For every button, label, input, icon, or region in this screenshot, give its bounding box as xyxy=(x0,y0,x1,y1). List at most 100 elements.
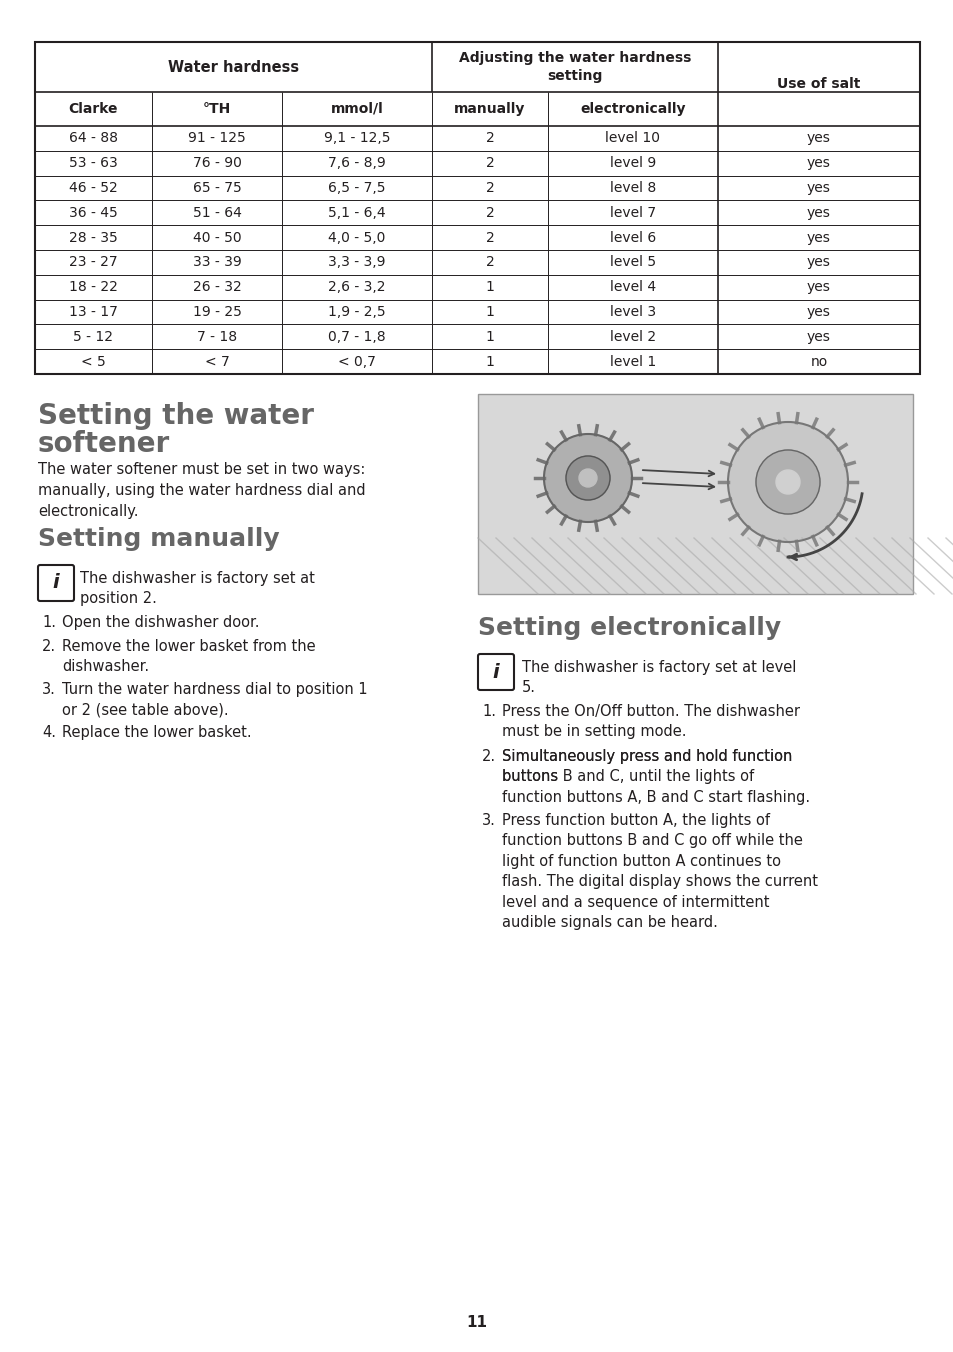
Text: 3.: 3. xyxy=(481,813,496,827)
Text: 2: 2 xyxy=(485,157,494,170)
Text: < 5: < 5 xyxy=(81,354,106,369)
Text: 33 - 39: 33 - 39 xyxy=(193,256,241,269)
Text: Open the dishwasher door.: Open the dishwasher door. xyxy=(62,615,259,630)
Text: 1.: 1. xyxy=(481,704,496,719)
Text: level 7: level 7 xyxy=(609,206,656,220)
Text: 1.: 1. xyxy=(42,615,56,630)
Text: The dishwasher is factory set at level
5.: The dishwasher is factory set at level 5… xyxy=(521,660,796,695)
Text: 2: 2 xyxy=(485,181,494,195)
Text: 51 - 64: 51 - 64 xyxy=(193,206,241,220)
Text: < 7: < 7 xyxy=(204,354,229,369)
Text: 40 - 50: 40 - 50 xyxy=(193,231,241,245)
Text: level 8: level 8 xyxy=(609,181,656,195)
Text: Setting manually: Setting manually xyxy=(38,527,279,552)
Text: level 3: level 3 xyxy=(609,306,656,319)
Text: Simultaneously press and hold function
buttons: Simultaneously press and hold function b… xyxy=(501,749,792,784)
Text: yes: yes xyxy=(806,280,830,295)
Text: no: no xyxy=(809,354,827,369)
Text: The water softener must be set in two ways:
manually, using the water hardness d: The water softener must be set in two wa… xyxy=(38,462,365,519)
Text: Adjusting the water hardness
setting: Adjusting the water hardness setting xyxy=(458,51,691,82)
Text: 2.: 2. xyxy=(481,749,496,764)
Text: 76 - 90: 76 - 90 xyxy=(193,157,241,170)
Text: 4,0 - 5,0: 4,0 - 5,0 xyxy=(328,231,385,245)
Text: Use of salt: Use of salt xyxy=(777,77,860,91)
Text: yes: yes xyxy=(806,131,830,146)
Text: 1: 1 xyxy=(485,280,494,295)
Text: °TH: °TH xyxy=(203,101,231,116)
Text: 23 - 27: 23 - 27 xyxy=(70,256,117,269)
Text: Press the On/Off button. The dishwasher
must be in setting mode.: Press the On/Off button. The dishwasher … xyxy=(501,704,800,740)
Bar xyxy=(35,42,919,375)
Text: 13 - 17: 13 - 17 xyxy=(69,306,118,319)
Text: Replace the lower basket.: Replace the lower basket. xyxy=(62,725,252,740)
Text: Press function button A, the lights of
function buttons B and C go off while the: Press function button A, the lights of f… xyxy=(501,813,817,930)
Text: 91 - 125: 91 - 125 xyxy=(188,131,246,146)
Circle shape xyxy=(727,422,847,542)
Text: Setting the water: Setting the water xyxy=(38,402,314,430)
Text: electronically: electronically xyxy=(579,101,685,116)
Text: 2,6 - 3,2: 2,6 - 3,2 xyxy=(328,280,385,295)
Text: 65 - 75: 65 - 75 xyxy=(193,181,241,195)
Text: 6,5 - 7,5: 6,5 - 7,5 xyxy=(328,181,385,195)
Text: 2.: 2. xyxy=(42,639,56,654)
Text: 7,6 - 8,9: 7,6 - 8,9 xyxy=(328,157,385,170)
Circle shape xyxy=(543,434,631,522)
Text: 36 - 45: 36 - 45 xyxy=(69,206,118,220)
Text: yes: yes xyxy=(806,256,830,269)
FancyBboxPatch shape xyxy=(38,565,74,602)
Text: 1,9 - 2,5: 1,9 - 2,5 xyxy=(328,306,385,319)
Text: Setting electronically: Setting electronically xyxy=(477,617,781,639)
Text: level 4: level 4 xyxy=(609,280,656,295)
Text: 2: 2 xyxy=(485,256,494,269)
Text: 0,7 - 1,8: 0,7 - 1,8 xyxy=(328,330,385,343)
Text: 2: 2 xyxy=(485,231,494,245)
Text: 1: 1 xyxy=(485,330,494,343)
Text: mmol/l: mmol/l xyxy=(331,101,383,116)
Circle shape xyxy=(565,456,609,500)
Text: i: i xyxy=(492,662,498,681)
Text: level 6: level 6 xyxy=(609,231,656,245)
Circle shape xyxy=(755,450,820,514)
Text: level 10: level 10 xyxy=(605,131,659,146)
Text: yes: yes xyxy=(806,206,830,220)
Text: The dishwasher is factory set at
position 2.: The dishwasher is factory set at positio… xyxy=(80,571,314,607)
Text: Turn the water hardness dial to position 1
or 2 (see table above).: Turn the water hardness dial to position… xyxy=(62,681,367,718)
Text: 53 - 63: 53 - 63 xyxy=(69,157,118,170)
Text: 5,1 - 6,4: 5,1 - 6,4 xyxy=(328,206,385,220)
Text: 1: 1 xyxy=(485,354,494,369)
Text: softener: softener xyxy=(38,430,170,458)
Text: 3.: 3. xyxy=(42,681,56,698)
Text: yes: yes xyxy=(806,157,830,170)
Text: 26 - 32: 26 - 32 xyxy=(193,280,241,295)
Text: level 2: level 2 xyxy=(609,330,656,343)
Bar xyxy=(477,393,912,594)
Text: 18 - 22: 18 - 22 xyxy=(69,280,118,295)
Text: 19 - 25: 19 - 25 xyxy=(193,306,241,319)
Text: 46 - 52: 46 - 52 xyxy=(69,181,118,195)
Text: Clarke: Clarke xyxy=(69,101,118,116)
Text: 28 - 35: 28 - 35 xyxy=(69,231,118,245)
Text: yes: yes xyxy=(806,330,830,343)
Text: 11: 11 xyxy=(466,1315,487,1330)
Text: yes: yes xyxy=(806,231,830,245)
Text: 5 - 12: 5 - 12 xyxy=(73,330,113,343)
Text: level 1: level 1 xyxy=(609,354,656,369)
Text: i: i xyxy=(52,573,59,592)
Text: 2: 2 xyxy=(485,206,494,220)
Circle shape xyxy=(775,470,800,493)
Text: 4.: 4. xyxy=(42,725,56,740)
Text: < 0,7: < 0,7 xyxy=(337,354,375,369)
Text: level 9: level 9 xyxy=(609,157,656,170)
Text: 3,3 - 3,9: 3,3 - 3,9 xyxy=(328,256,385,269)
FancyBboxPatch shape xyxy=(477,654,514,690)
Text: Water hardness: Water hardness xyxy=(168,59,298,74)
Text: yes: yes xyxy=(806,181,830,195)
Text: 1: 1 xyxy=(485,306,494,319)
Text: 2: 2 xyxy=(485,131,494,146)
Text: level 5: level 5 xyxy=(609,256,656,269)
Circle shape xyxy=(578,469,597,487)
Text: Remove the lower basket from the
dishwasher.: Remove the lower basket from the dishwas… xyxy=(62,639,315,675)
Text: manually: manually xyxy=(454,101,525,116)
Text: yes: yes xyxy=(806,306,830,319)
Text: 7 - 18: 7 - 18 xyxy=(196,330,236,343)
